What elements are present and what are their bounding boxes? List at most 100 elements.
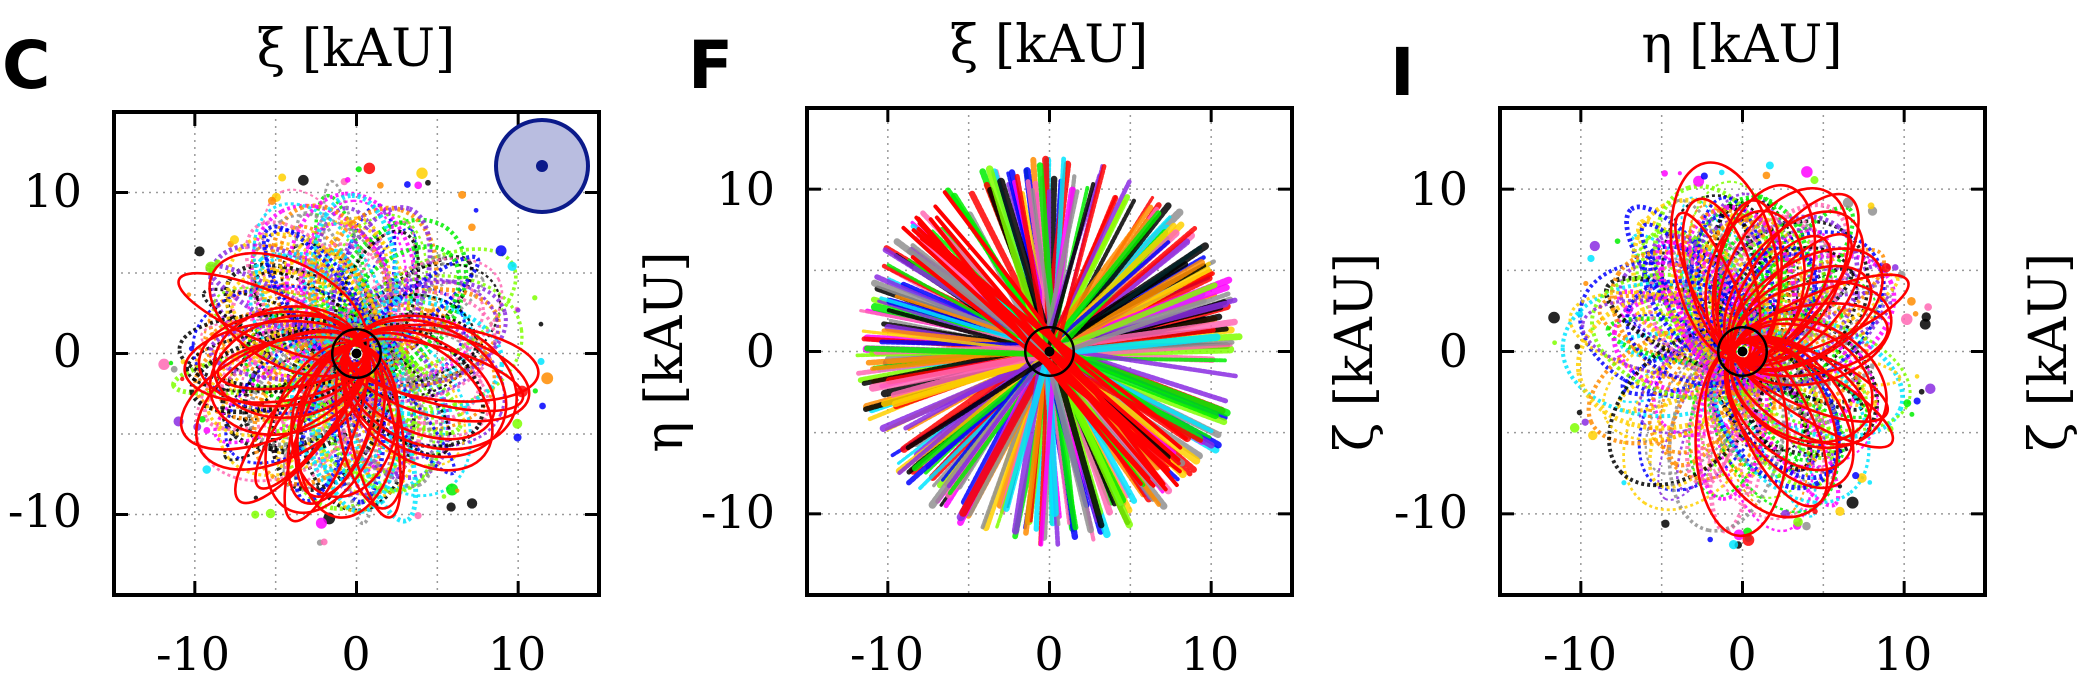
orbit-dot bbox=[1801, 166, 1813, 178]
orbit-dot bbox=[414, 511, 422, 520]
orbit-dot bbox=[1589, 240, 1600, 252]
orbit-dot bbox=[297, 174, 309, 186]
orbit-trace bbox=[1720, 290, 1893, 369]
highlight-orbits-c bbox=[177, 251, 540, 523]
y-tick-label: -10 bbox=[8, 484, 82, 538]
orbit-trace bbox=[1045, 181, 1096, 354]
orbit-trace bbox=[177, 313, 371, 390]
orbit-dot bbox=[468, 223, 476, 232]
orbit-trace bbox=[205, 322, 378, 438]
orbit-trace bbox=[1721, 229, 1834, 372]
orbit-dot bbox=[194, 246, 205, 257]
orbit-trace bbox=[1053, 162, 1107, 356]
orbit-dot bbox=[1901, 313, 1913, 326]
orbit-dot bbox=[1842, 197, 1854, 209]
orbit-trace bbox=[1044, 240, 1171, 351]
orbit-dot bbox=[1856, 473, 1867, 483]
orbit-dot bbox=[1867, 202, 1875, 210]
orbit-dot bbox=[441, 494, 447, 499]
orbit-trace bbox=[208, 322, 380, 383]
orbit-trace bbox=[1044, 347, 1059, 518]
x-tick-labels-f: -10 0 10 bbox=[850, 627, 1239, 681]
orbit-trace bbox=[220, 322, 376, 451]
y-tick-labels-i: 10 0 -10 bbox=[1394, 162, 1468, 539]
highlight-orbit bbox=[928, 217, 1143, 486]
orbit-dot bbox=[532, 388, 538, 394]
x-tick-label: 0 bbox=[1727, 627, 1756, 681]
x-tick-label: 10 bbox=[1874, 627, 1933, 681]
orbit-trace bbox=[1635, 229, 1772, 379]
orbit-trace bbox=[191, 284, 384, 415]
y-axis-title-right-edge: ζ [kAU] bbox=[2019, 253, 2079, 451]
x-axis-title-f: ξ [kAU] bbox=[950, 15, 1149, 75]
y-axis-title-f: η [kAU] bbox=[635, 251, 695, 452]
orbit-trace bbox=[1601, 316, 1774, 441]
orbit-dot bbox=[446, 502, 456, 512]
orbit-trace bbox=[1708, 310, 1859, 429]
x-tick-label: -10 bbox=[156, 627, 230, 681]
orbit-trace bbox=[1714, 202, 1852, 375]
orbit-dot bbox=[532, 295, 538, 301]
x-tick-labels-i: -10 0 10 bbox=[1543, 627, 1932, 681]
orbit-trace bbox=[1045, 194, 1118, 352]
orbit-dot bbox=[1718, 169, 1725, 176]
orbit-dot bbox=[1583, 280, 1589, 287]
orbit-dot bbox=[1835, 506, 1845, 516]
orbit-dot bbox=[1913, 397, 1921, 405]
orbit-trace bbox=[864, 345, 1053, 358]
orbit-trace bbox=[1003, 348, 1052, 513]
highlight-orbit bbox=[208, 314, 368, 437]
orbit-dot bbox=[168, 360, 174, 366]
orbit-dot bbox=[1765, 161, 1774, 170]
inset-c bbox=[494, 118, 590, 214]
x-axis-title-i: η [kAU] bbox=[1641, 15, 1842, 75]
panel-label-f: F bbox=[688, 27, 733, 104]
orbit-trace bbox=[1044, 210, 1162, 353]
orbit-dot bbox=[1548, 311, 1560, 324]
orbit-dot bbox=[158, 358, 170, 370]
orbit-dot bbox=[538, 321, 544, 327]
plot-area-c bbox=[112, 110, 601, 597]
orbit-trace bbox=[879, 296, 1052, 352]
orbit-dot bbox=[1846, 496, 1859, 509]
highlight-orbits-i bbox=[1669, 161, 1910, 538]
orbit-dot bbox=[512, 418, 523, 429]
orbit-dot bbox=[1552, 340, 1558, 346]
orbit-trace bbox=[334, 331, 452, 457]
orbit-dot bbox=[541, 372, 554, 385]
inset-center-dot bbox=[536, 160, 548, 172]
orbit-dot bbox=[1569, 423, 1580, 433]
central-star-i bbox=[1737, 346, 1748, 357]
orbit-trace bbox=[1616, 339, 1758, 414]
central-star-f bbox=[1044, 346, 1055, 357]
orbit-dot bbox=[253, 495, 259, 500]
orbit-dot bbox=[1614, 238, 1621, 244]
orbit-dot bbox=[1621, 480, 1627, 486]
orbit-trace bbox=[1707, 230, 1885, 392]
orbit-trace bbox=[1707, 324, 1841, 491]
panel-label-i: I bbox=[1390, 34, 1415, 111]
orbit-dot bbox=[1762, 171, 1771, 180]
y-tick-label: -10 bbox=[701, 485, 775, 539]
grid-f bbox=[807, 108, 1292, 595]
orbit-trace bbox=[1652, 183, 1782, 367]
x-tick-label: -10 bbox=[1543, 627, 1617, 681]
orbit-dot bbox=[495, 245, 507, 257]
orbit-dot bbox=[414, 181, 423, 190]
orbit-trace bbox=[1041, 189, 1080, 353]
orbit-dot bbox=[320, 538, 328, 546]
orbit-trace bbox=[1727, 205, 1856, 367]
orbit-dot bbox=[1793, 517, 1803, 527]
orbit-dot bbox=[537, 357, 545, 366]
y-axis-title-i: ζ [kAU] bbox=[1325, 253, 1385, 451]
orbit-trace bbox=[1667, 198, 1756, 363]
orbit-dot bbox=[425, 179, 431, 186]
orbit-dot bbox=[203, 427, 211, 434]
orbit-trace bbox=[294, 211, 376, 381]
orbit-trace bbox=[1666, 323, 1766, 468]
x-tick-labels-c: -10 0 10 bbox=[156, 627, 546, 681]
orbit-trace bbox=[294, 242, 402, 386]
orbit-trace bbox=[1675, 204, 1798, 390]
orbit-dot bbox=[1909, 411, 1915, 417]
highlight-orbit bbox=[194, 329, 372, 471]
